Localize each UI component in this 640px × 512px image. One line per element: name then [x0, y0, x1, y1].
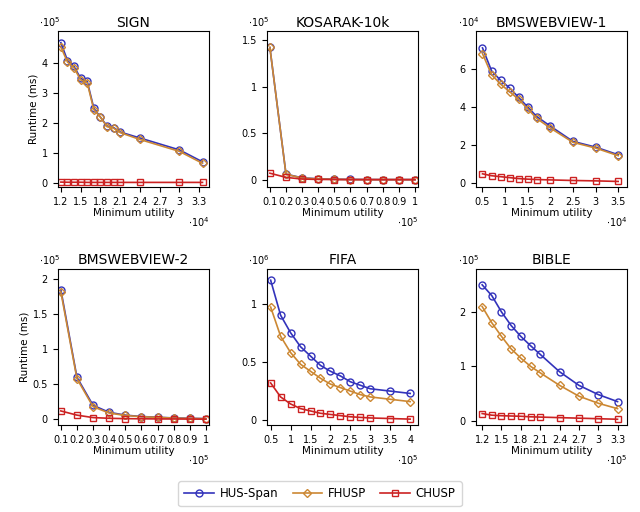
X-axis label: Minimum utility: Minimum utility: [511, 446, 592, 456]
Title: SIGN: SIGN: [116, 15, 150, 30]
Text: $\cdot 10^{5}$: $\cdot 10^{5}$: [40, 15, 61, 29]
Text: $\cdot 10^{4}$: $\cdot 10^{4}$: [458, 15, 479, 29]
Text: $\cdot 10^{5}$: $\cdot 10^{5}$: [40, 253, 61, 267]
X-axis label: Minimum utility: Minimum utility: [301, 446, 383, 456]
Text: $\cdot 10^{5}$: $\cdot 10^{5}$: [397, 216, 418, 229]
X-axis label: Minimum utility: Minimum utility: [93, 446, 174, 456]
Text: $\cdot 10^{4}$: $\cdot 10^{4}$: [188, 216, 209, 229]
Y-axis label: Runtime (ms): Runtime (ms): [20, 311, 29, 382]
Text: $\cdot 10^{4}$: $\cdot 10^{4}$: [605, 216, 627, 229]
Text: $\cdot 10^{6}$: $\cdot 10^{6}$: [248, 253, 270, 267]
Title: FIFA: FIFA: [328, 253, 356, 267]
Title: BMSWEBVIEW-2: BMSWEBVIEW-2: [77, 253, 189, 267]
X-axis label: Minimum utility: Minimum utility: [301, 208, 383, 218]
X-axis label: Minimum utility: Minimum utility: [93, 208, 174, 218]
Text: $\cdot 10^{5}$: $\cdot 10^{5}$: [188, 453, 209, 467]
Text: $\cdot 10^{5}$: $\cdot 10^{5}$: [248, 15, 270, 29]
Text: $\cdot 10^{5}$: $\cdot 10^{5}$: [606, 453, 627, 467]
Legend: HUS-Span, FHUSP, CHUSP: HUS-Span, FHUSP, CHUSP: [179, 481, 461, 506]
Text: $\cdot 10^{5}$: $\cdot 10^{5}$: [397, 453, 418, 467]
Title: KOSARAK-10k: KOSARAK-10k: [295, 15, 390, 30]
Y-axis label: Runtime (ms): Runtime (ms): [29, 74, 39, 144]
Title: BMSWEBVIEW-1: BMSWEBVIEW-1: [496, 15, 607, 30]
X-axis label: Minimum utility: Minimum utility: [511, 208, 592, 218]
Title: BIBLE: BIBLE: [532, 253, 572, 267]
Text: $\cdot 10^{5}$: $\cdot 10^{5}$: [458, 253, 479, 267]
